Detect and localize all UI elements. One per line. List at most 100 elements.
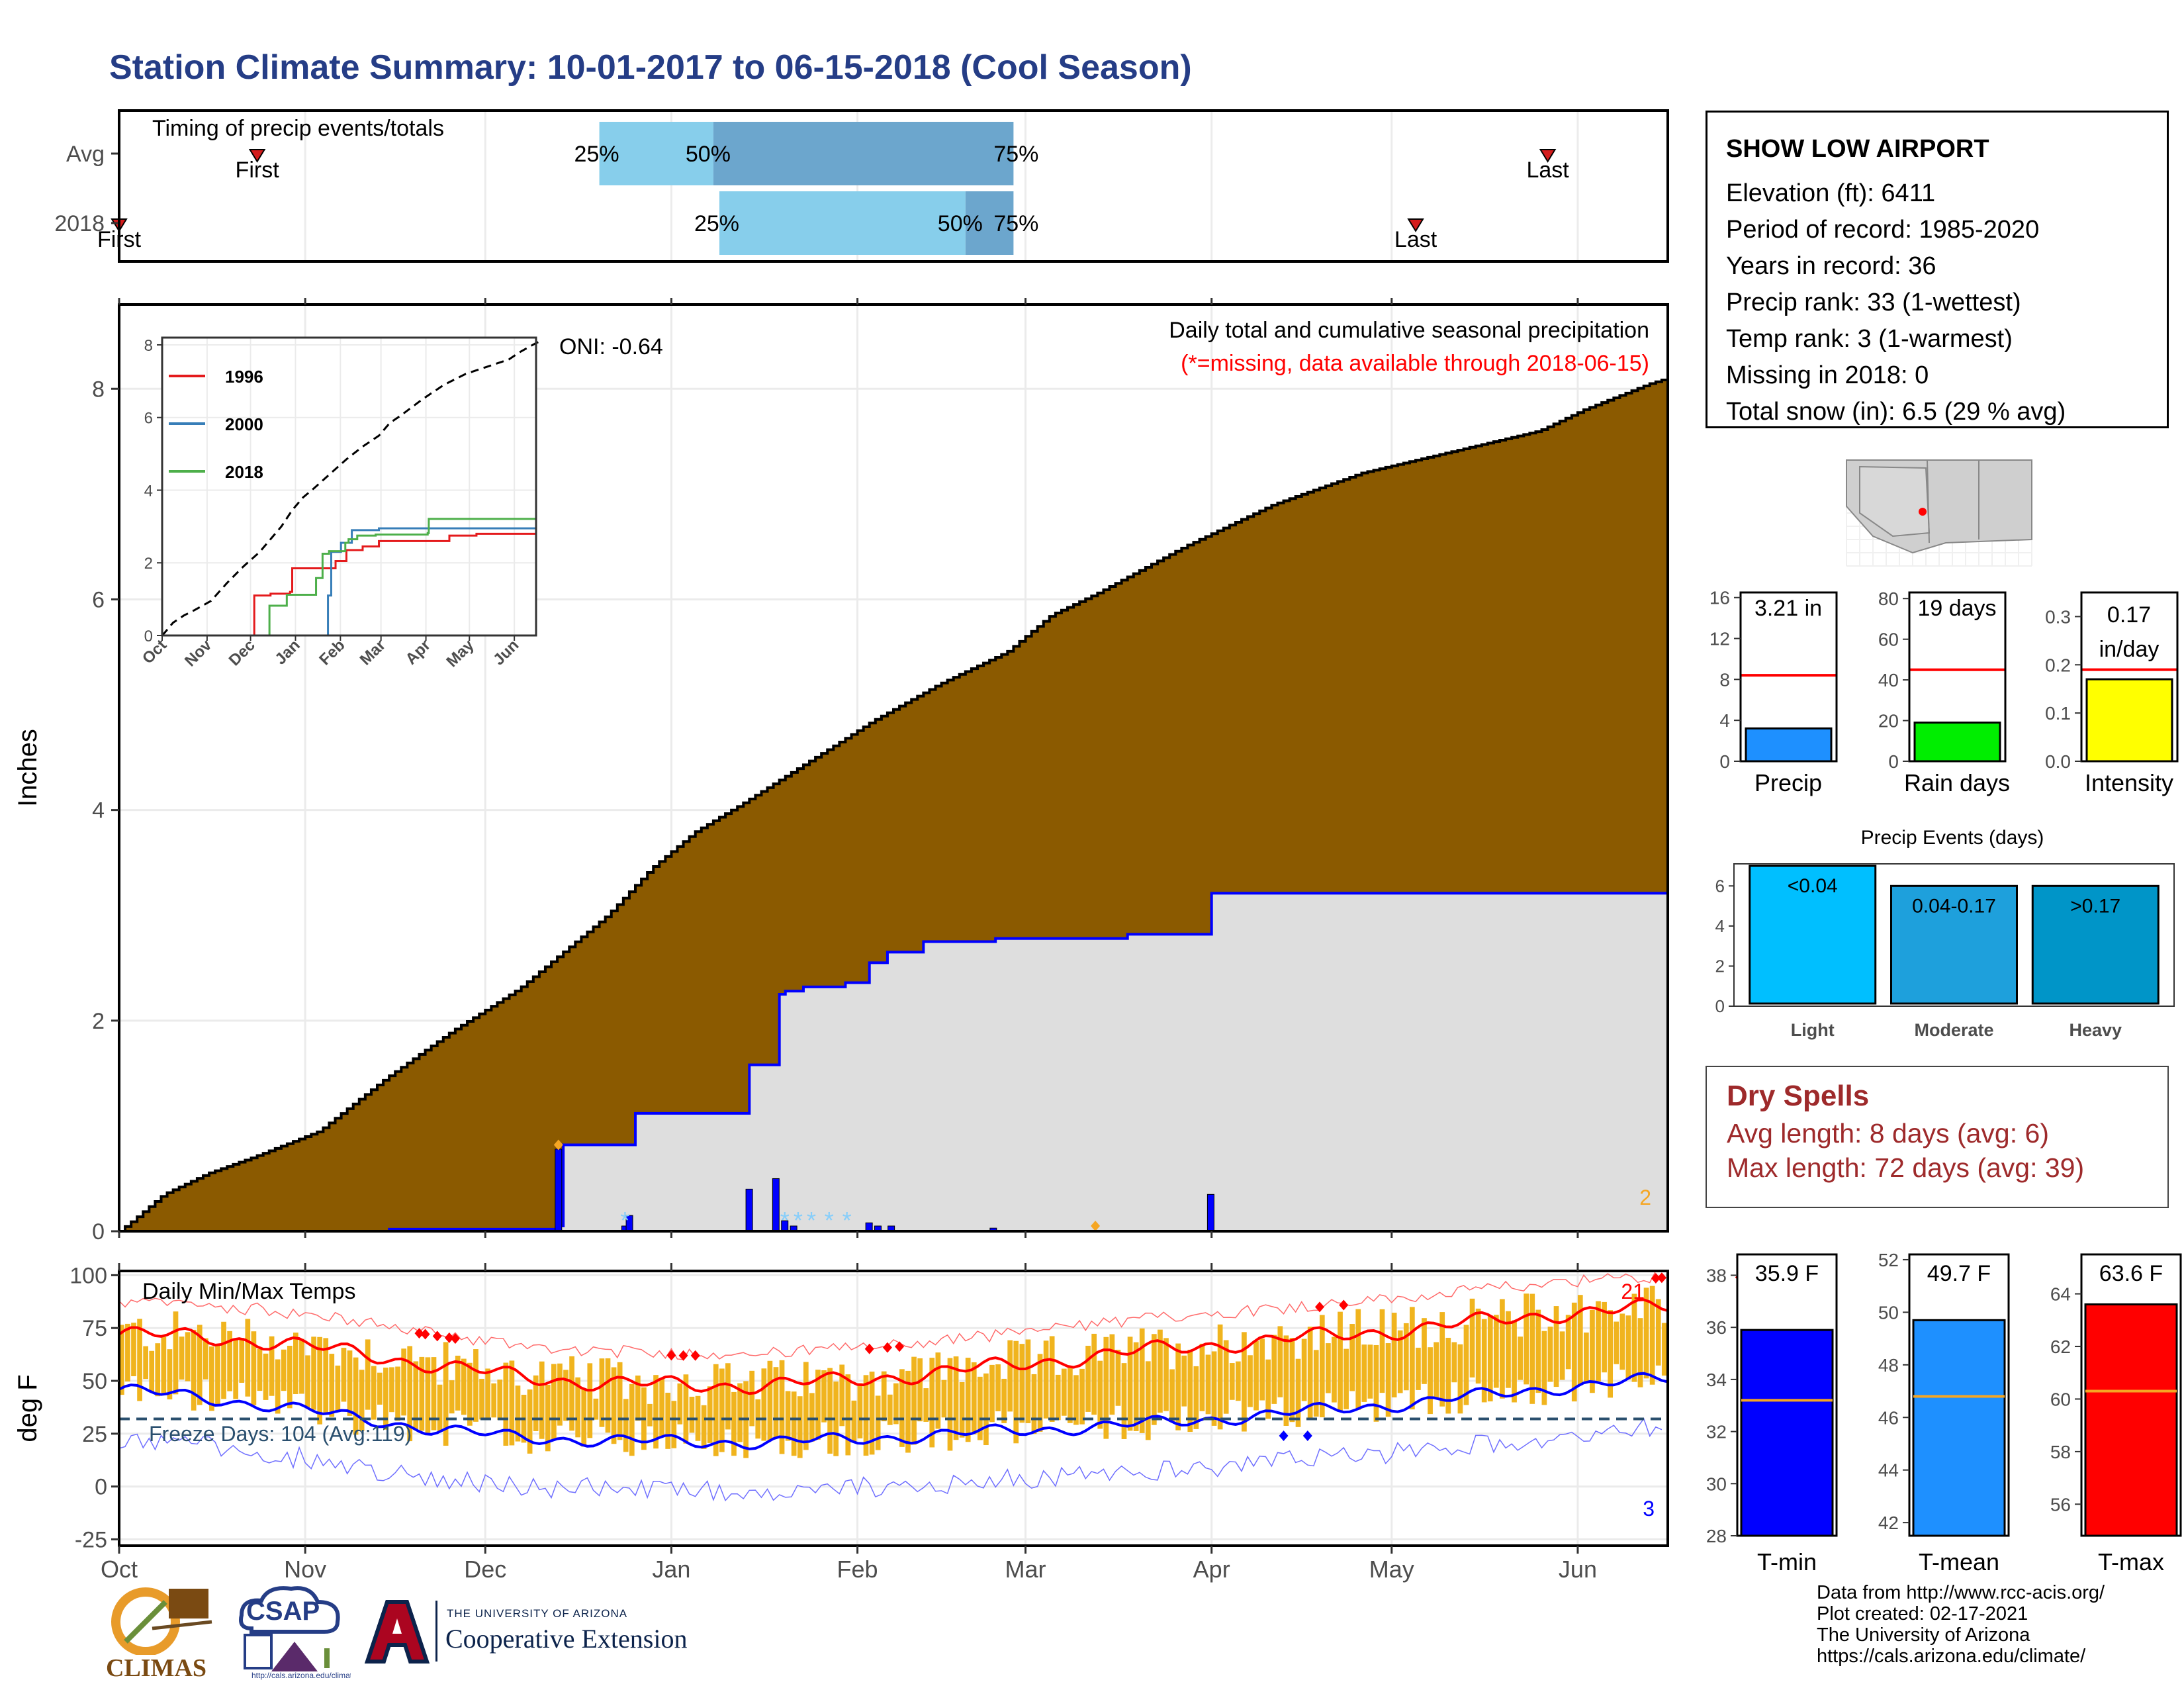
temp-daily-bar: [149, 1350, 155, 1392]
tbar-ytick-label: 30: [1706, 1474, 1727, 1494]
temp-xtick-label: Feb: [837, 1556, 878, 1583]
mini-ytick-label: 0: [1719, 751, 1730, 772]
precip-snow-mark: *: [794, 1207, 803, 1234]
temp-daily-bar: [335, 1365, 341, 1412]
temp-daily-bar: [209, 1346, 214, 1411]
mini-bar-tot_precip: [1745, 727, 1833, 763]
temp-daily-bar: [1367, 1344, 1373, 1399]
mini-ytick-label: 12: [1709, 629, 1730, 649]
temp-daily-bar: [1007, 1340, 1013, 1412]
timing-bar-25-50: [599, 122, 713, 185]
temp-daily-bar: [467, 1362, 473, 1426]
temp-daily-bar: [1079, 1368, 1085, 1425]
locator-map-state: [1859, 465, 1931, 538]
station-name: SHOW LOW AIRPORT: [1726, 135, 1989, 163]
temp-daily-bar: [1019, 1344, 1025, 1423]
temp-daily-bar: [899, 1369, 905, 1447]
temp-daily-bar: [1145, 1361, 1151, 1440]
temp-avg-min-line: [118, 1372, 1668, 1450]
temp-daily-bar: [1410, 1307, 1415, 1410]
temp-daily-bar: [971, 1362, 977, 1434]
temp-daily-bar: [1235, 1361, 1241, 1401]
temp-daily-bar: [983, 1373, 989, 1446]
temp-daily-bar: [1590, 1309, 1595, 1393]
temp-daily-bar: [1307, 1327, 1313, 1419]
temp-daily-bar: [125, 1323, 130, 1382]
tbar-ytick-label: 42: [1878, 1513, 1899, 1533]
tbar-ytick-label: 50: [1878, 1302, 1899, 1323]
temp-daily-bar: [1512, 1320, 1517, 1403]
temp-daily-bar: [257, 1348, 263, 1391]
temp-daily-bar: [401, 1348, 406, 1416]
tbar-ytick-label: 62: [2050, 1336, 2071, 1357]
temp-daily-bar: [815, 1370, 821, 1440]
temp-daily-bar: [905, 1370, 911, 1453]
temp-daily-bar: [593, 1398, 599, 1420]
credit-line: https://cals.arizona.edu/climate/: [1817, 1646, 2086, 1667]
temp-daily-bar: [1535, 1309, 1541, 1393]
temp-daily-bar: [1181, 1355, 1187, 1407]
tbar-ytick-label: 52: [1878, 1250, 1899, 1270]
temp-daily-bar: [1277, 1326, 1283, 1397]
temp-daily-bar: [587, 1363, 593, 1438]
timing-marker-last: [1407, 218, 1424, 232]
temp-daily-bar: [1547, 1327, 1553, 1382]
mini-panel-border: [1739, 591, 1838, 763]
precip-snow-mark: *: [842, 1207, 852, 1234]
temp-daily-bar: [1025, 1339, 1031, 1423]
precip-cum-avg-line: [119, 378, 1669, 1233]
temp-daily-bar: [911, 1356, 917, 1445]
temp-daily-bar: [1475, 1308, 1481, 1384]
timing-title: Timing of precip events/totals: [152, 116, 444, 141]
temp-daily-bar: [1373, 1344, 1379, 1422]
temp-daily-bar: [383, 1367, 388, 1430]
tbar-value-label: 35.9 F: [1755, 1261, 1819, 1286]
events-ytick-label: 4: [1715, 916, 1725, 936]
temp-daily-bar: [629, 1383, 635, 1456]
temp-daily-bar: [1524, 1293, 1529, 1385]
events-title: Precip Events (days): [1861, 827, 2044, 849]
temp-daily-bar: [1343, 1348, 1349, 1409]
temp-daily-bar: [1223, 1340, 1229, 1414]
temp-daily-bar: [1649, 1286, 1655, 1385]
temp-daily-bar: [1259, 1338, 1265, 1401]
timing-label-last: Last: [1526, 158, 1569, 183]
temp-daily-bar: [185, 1332, 191, 1382]
temp-daily-bar: [1469, 1298, 1475, 1378]
temp-daily-bar: [1295, 1358, 1301, 1427]
mini-ytick-label: 0.0: [2045, 751, 2071, 772]
temp-daily-bar: [1055, 1374, 1061, 1421]
temp-daily-bar: [353, 1357, 359, 1435]
tbar-panel-border: [1736, 1253, 1838, 1537]
temp-daily-bar: [1068, 1367, 1073, 1423]
precip-snow-mark: *: [620, 1207, 629, 1234]
timing-row-label: Avg: [66, 142, 105, 167]
inset-ytick-label: 4: [144, 482, 153, 500]
csap-logo-graphic: http://cals.arizona.edu/climate: [239, 1586, 357, 1680]
events-bar: [2031, 884, 2160, 1005]
temp-daily-bar: [449, 1380, 455, 1414]
mini-ytick-label: 0: [1888, 751, 1899, 772]
temp-daily-bar: [1283, 1335, 1289, 1426]
temp-daily-bar: [881, 1371, 887, 1422]
temp-daily-bar: [509, 1360, 515, 1446]
temp-daily-bar: [419, 1356, 425, 1431]
inset-ytick-label: 0: [144, 628, 153, 645]
tbar-ytick-label: 60: [2050, 1389, 2071, 1409]
temp-daily-bar: [1397, 1330, 1403, 1393]
temp-daily-bar: [1541, 1331, 1547, 1405]
temp-daily-bar: [281, 1349, 287, 1391]
temp-daily-bar: [953, 1356, 959, 1440]
temp-daily-bar: [749, 1370, 755, 1427]
tbar-ytick-label: 46: [1878, 1407, 1899, 1428]
temp-daily-bar: [1163, 1338, 1169, 1411]
temp-daily-bar: [239, 1338, 245, 1383]
inset-ytick-label: 6: [144, 410, 153, 428]
temp-daily-bar: [575, 1377, 581, 1438]
temp-record-high-marker: [1339, 1299, 1349, 1311]
station-location-marker: [1919, 508, 1927, 516]
temp-daily-bar: [1289, 1338, 1295, 1423]
temp-daily-bar: [1379, 1309, 1385, 1393]
tbar-ytick-label: 36: [1706, 1317, 1727, 1338]
temp-daily-bar: [341, 1348, 347, 1402]
